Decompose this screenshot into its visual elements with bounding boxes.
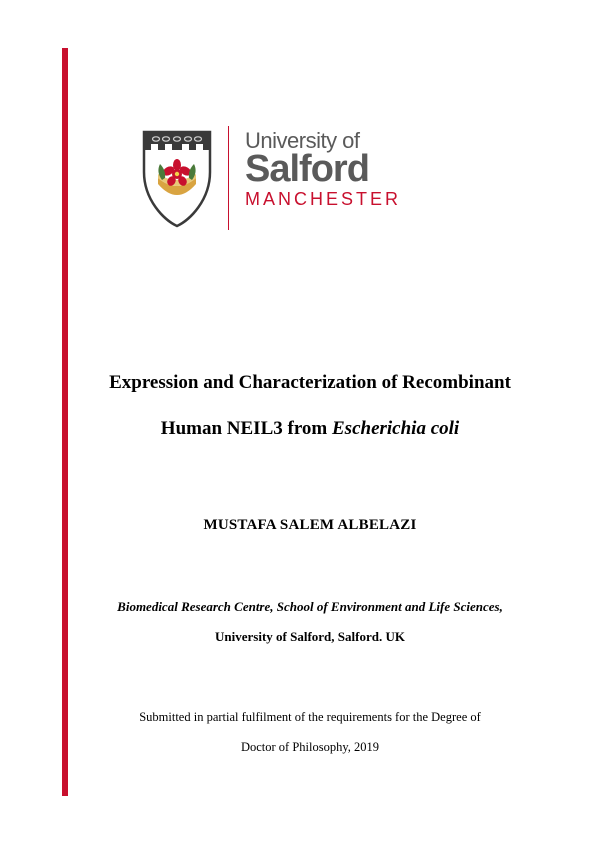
title-line-2: Human NEIL3 from Escherichia coli xyxy=(80,406,540,452)
thesis-title: Expression and Characterization of Recom… xyxy=(80,360,540,451)
left-accent-bar xyxy=(62,48,68,796)
logo-divider xyxy=(228,126,229,230)
affiliation-line-1: Biomedical Research Centre, School of En… xyxy=(80,592,540,622)
shield-icon xyxy=(132,126,222,230)
title-line-2-plain: Human NEIL3 from xyxy=(161,418,332,439)
title-line-1: Expression and Characterization of Recom… xyxy=(80,360,540,406)
university-logo: University of Salford MANCHESTER xyxy=(132,126,540,230)
wordmark-line-2: Salford xyxy=(245,150,401,188)
submission-line-1: Submitted in partial fulfilment of the r… xyxy=(80,702,540,732)
affiliation: Biomedical Research Centre, School of En… xyxy=(80,592,540,652)
wordmark-line-3: MANCHESTER xyxy=(245,190,401,208)
page-content: University of Salford MANCHESTER Express… xyxy=(80,48,540,796)
title-line-2-italic: Escherichia coli xyxy=(332,418,459,439)
university-wordmark: University of Salford MANCHESTER xyxy=(245,126,401,208)
submission-statement: Submitted in partial fulfilment of the r… xyxy=(80,702,540,762)
submission-line-2: Doctor of Philosophy, 2019 xyxy=(80,732,540,762)
affiliation-line-2: University of Salford, Salford. UK xyxy=(80,622,540,652)
author-name: MUSTAFA SALEM ALBELAZI xyxy=(80,517,540,534)
